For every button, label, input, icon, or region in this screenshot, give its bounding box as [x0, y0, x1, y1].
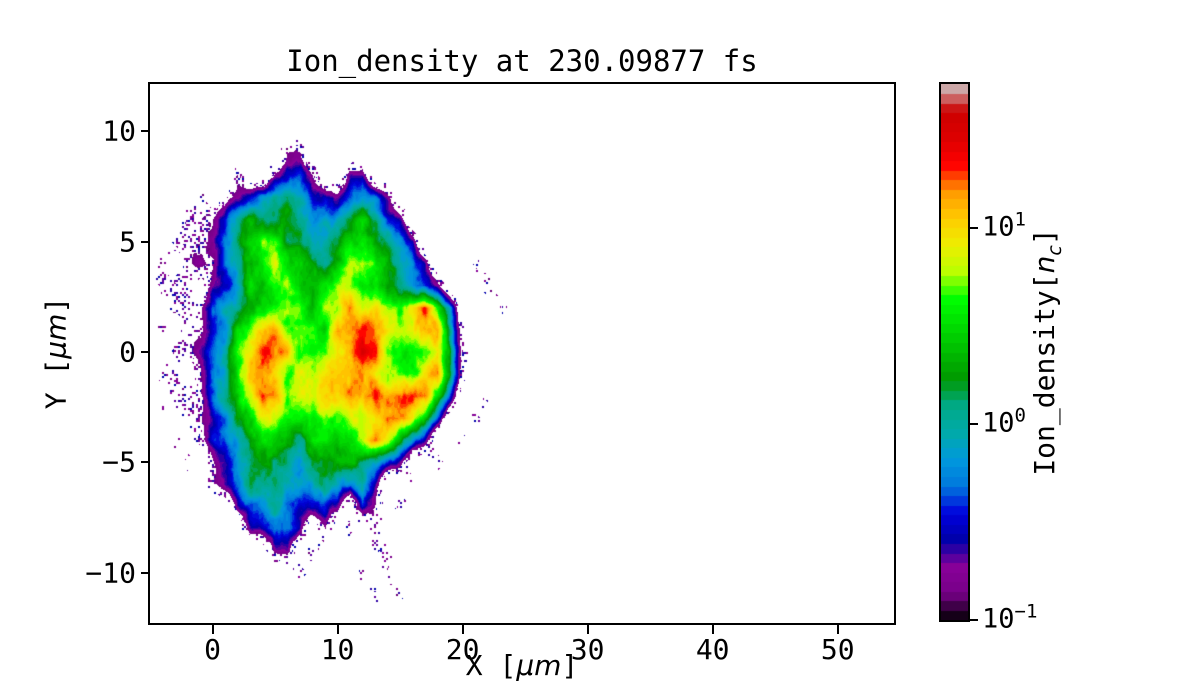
x-label-units: μm: [516, 649, 562, 682]
x-tick-label: 20: [445, 633, 480, 666]
x-axis-label: X [μm]: [466, 649, 579, 682]
y-tick-label: 10: [102, 114, 136, 148]
y-tick-mark: [141, 350, 150, 353]
y-tick-mark: [141, 571, 150, 574]
x-tick-label: 10: [320, 633, 355, 666]
colorbar-tick-mark: [970, 226, 978, 229]
colorbar-label: Ion_density[nc]: [1028, 228, 1066, 475]
x-tick-mark: [711, 625, 714, 634]
colorbar-tick-exponent: 1: [1014, 207, 1026, 230]
x-tick-mark: [336, 625, 339, 634]
y-label-text: Y [: [39, 358, 73, 410]
y-tick-label: 5: [119, 225, 136, 258]
x-tick-mark: [586, 625, 589, 634]
y-tick-mark: [141, 240, 150, 243]
x-tick-mark: [461, 625, 464, 634]
colorbar-tick-label: 100: [982, 404, 1026, 438]
colorbar-tick-exponent: −1: [1014, 600, 1038, 623]
x-label-close: ]: [561, 649, 579, 682]
colorbar-tick-label: 10−1: [982, 600, 1037, 634]
colorbar-label-var: n: [1028, 255, 1062, 274]
y-label-units: μm: [39, 313, 73, 359]
x-tick-label: 30: [570, 633, 605, 666]
colorbar-tick-mark: [970, 619, 978, 621]
y-tick-mark: [141, 461, 150, 464]
colorbar-label-close: ]: [1028, 228, 1062, 246]
x-tick-label: 40: [695, 633, 730, 666]
colorbar-canvas: [941, 84, 968, 620]
colorbar-tick-base: 10: [982, 603, 1015, 635]
y-axis-label: Y [μm]: [40, 297, 73, 410]
y-label-close: ]: [39, 296, 73, 314]
colorbar-tick-base: 10: [982, 210, 1015, 242]
y-tick-label: 0: [119, 335, 136, 369]
x-tick-mark: [211, 625, 214, 634]
y-tick-label: −5: [102, 445, 136, 479]
colorbar-label-text: Ion_density[: [1028, 273, 1062, 476]
colorbar-tick-mark: [970, 422, 978, 425]
colorbar-label-subscript: c: [1043, 245, 1066, 256]
colorbar-tick-label: 101: [982, 208, 1026, 242]
y-tick-mark: [141, 130, 150, 133]
heatmap-canvas: [150, 84, 894, 623]
x-tick-label: 50: [820, 633, 855, 666]
x-label-text: X [: [465, 649, 517, 682]
y-tick-label: −10: [85, 556, 136, 590]
x-tick-label: 0: [204, 633, 221, 666]
x-tick-mark: [836, 625, 839, 634]
colorbar-tick-base: 10: [982, 407, 1015, 439]
plot-title: Ion_density at 230.09877 fs: [286, 44, 758, 78]
colorbar-tick-exponent: 0: [1014, 404, 1026, 427]
